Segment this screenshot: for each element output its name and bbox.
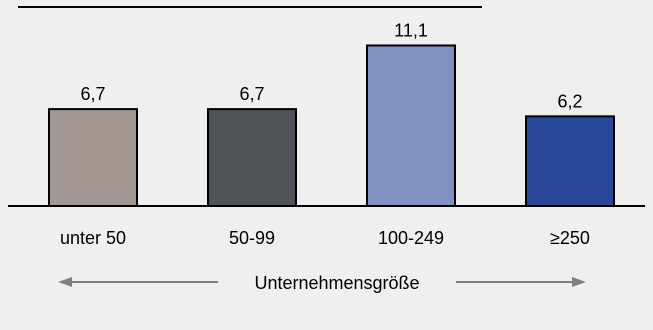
category-label-1: unter 50 (60, 228, 126, 248)
labels-group: 6,7 unter 50 6,7 50-99 11,1 100-249 6,2 ≥250 (60, 20, 590, 248)
value-label-1: 6,7 (80, 84, 105, 104)
bar-3 (366, 44, 456, 207)
bars-group (48, 44, 615, 207)
category-label-4: ≥250 (550, 228, 590, 248)
bar-2 (207, 108, 297, 207)
category-label-3: 100-249 (378, 228, 444, 248)
bar-1 (48, 108, 138, 207)
left-arrow-icon (58, 277, 72, 287)
value-label-3: 11,1 (394, 20, 428, 40)
x-axis-title: Unternehmensgröße (254, 273, 419, 293)
value-label-4: 6,2 (557, 91, 582, 111)
bar-4 (525, 115, 615, 207)
right-arrow-icon (572, 277, 586, 287)
category-label-2: 50-99 (229, 228, 275, 248)
value-label-2: 6,7 (239, 84, 264, 104)
